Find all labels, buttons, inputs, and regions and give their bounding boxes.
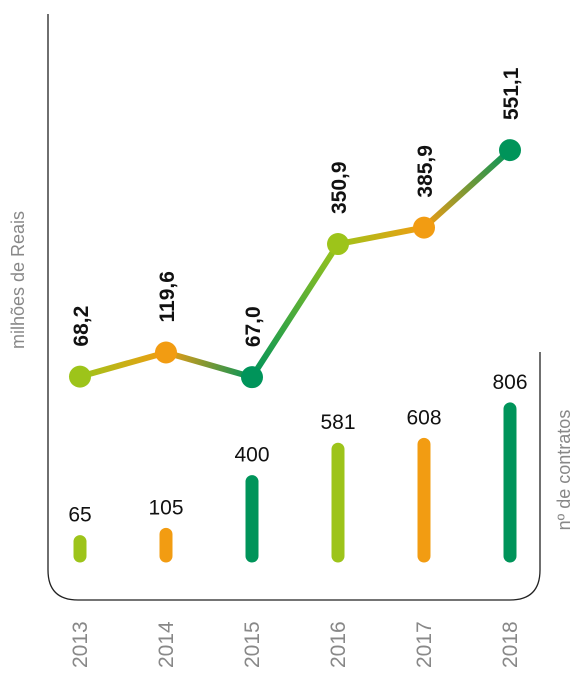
axis-frame bbox=[47, 14, 541, 601]
y-axis-label-right: nº de contratos bbox=[554, 410, 572, 531]
line-value-label: 119,6 bbox=[156, 271, 179, 322]
line-point-2017 bbox=[413, 216, 435, 239]
line-value-label: 68,2 bbox=[70, 306, 93, 347]
x-tick-label: 2014 bbox=[155, 621, 178, 668]
line-point-2016 bbox=[327, 233, 349, 256]
line-value-label: 551,1 bbox=[500, 67, 523, 120]
line-point-2018 bbox=[499, 139, 521, 162]
x-tick-label: 2015 bbox=[241, 621, 264, 668]
line-segment bbox=[77, 349, 169, 380]
line-segment bbox=[335, 224, 427, 248]
bar-value-label: 65 bbox=[68, 504, 91, 527]
y-axis-label-left: milhões de Reais bbox=[8, 211, 28, 349]
line-value-label: 350,9 bbox=[328, 161, 351, 214]
x-tick-label: 2018 bbox=[499, 621, 522, 668]
line-value-label: 385,9 bbox=[414, 145, 437, 198]
bar-value-label: 806 bbox=[492, 371, 527, 394]
line-point-2013 bbox=[69, 365, 91, 388]
x-tick-label: 2016 bbox=[327, 621, 350, 668]
bar-value-label: 608 bbox=[406, 406, 441, 429]
x-tick-label: 2013 bbox=[69, 621, 92, 668]
line-value-label: 67,0 bbox=[242, 306, 265, 347]
bar-value-label: 105 bbox=[148, 496, 183, 519]
bar-value-label: 581 bbox=[320, 411, 355, 434]
line-point-2014 bbox=[155, 341, 177, 364]
line-point-2015 bbox=[241, 366, 263, 389]
bar-value-label: 400 bbox=[234, 444, 269, 467]
line-segment bbox=[421, 147, 513, 231]
x-tick-label: 2017 bbox=[413, 621, 436, 668]
line-segment bbox=[249, 241, 341, 381]
line-segment bbox=[163, 349, 255, 381]
